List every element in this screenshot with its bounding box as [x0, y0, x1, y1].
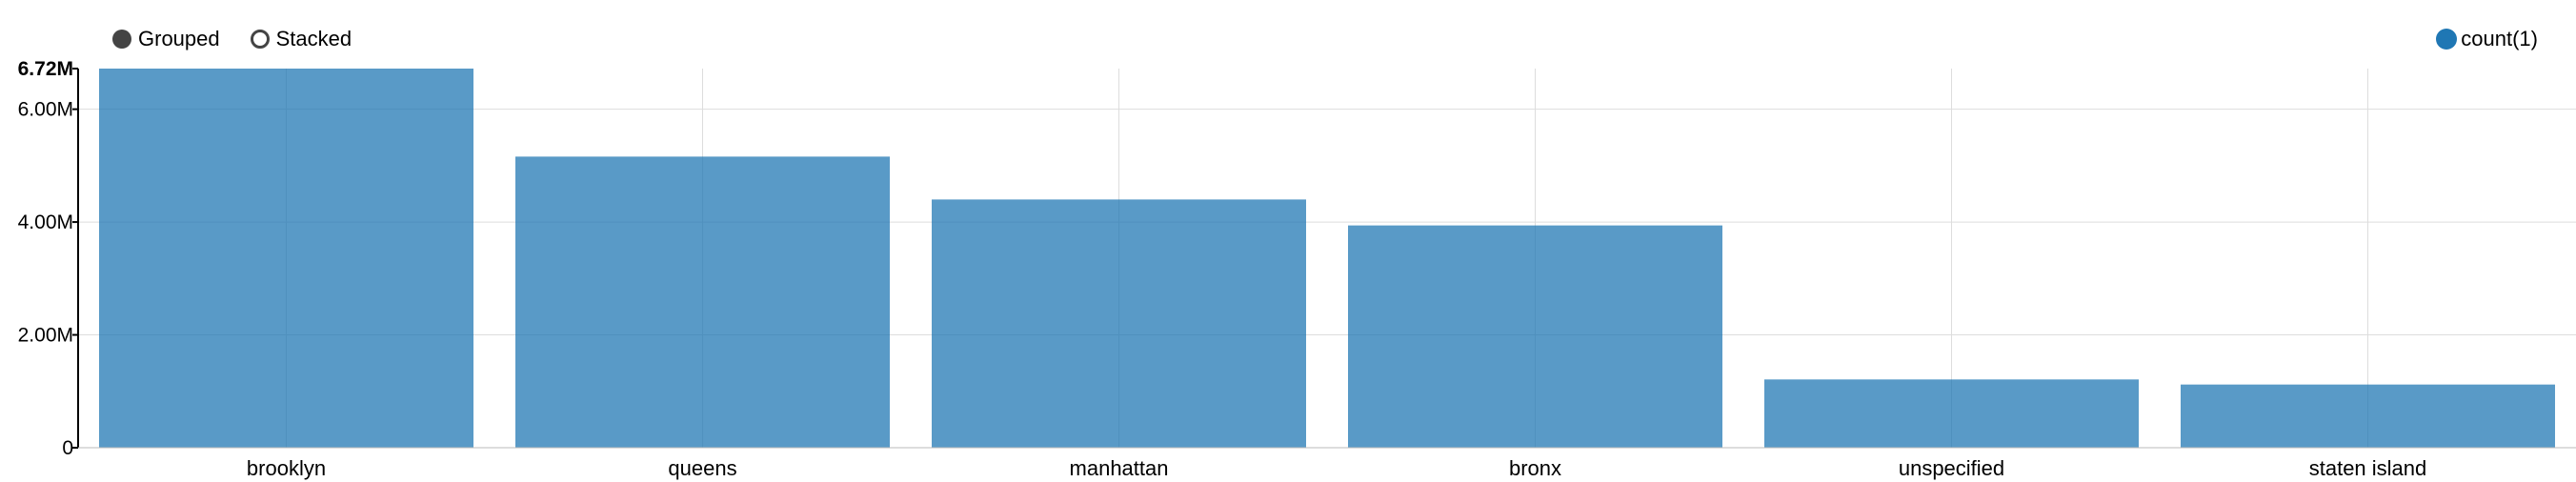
bar-mode-toggle: Grouped Stacked [112, 27, 382, 51]
legend-series-label[interactable]: count(1) [2461, 27, 2538, 50]
y-tick-label: 0 [62, 437, 73, 459]
bar-bronx[interactable] [1348, 225, 1722, 448]
legend-series-dot-icon[interactable] [2436, 29, 2458, 50]
x-tick-label: brooklyn [247, 456, 326, 480]
grouped-radio-icon[interactable] [112, 30, 131, 49]
bar-unspecified[interactable] [1764, 379, 2139, 448]
x-tick-label: staten island [2309, 456, 2427, 480]
bar-queens[interactable] [515, 156, 890, 448]
bar-staten-island[interactable] [2181, 384, 2555, 448]
y-tick-label: 4.00M [18, 211, 73, 233]
bar-brooklyn[interactable] [99, 69, 473, 448]
x-tick-label: queens [668, 456, 736, 480]
bar-manhattan[interactable] [932, 199, 1306, 448]
grouped-radio-option[interactable]: Grouped [112, 27, 220, 51]
x-tick-label: manhattan [1070, 456, 1169, 480]
x-tick-label: unspecified [1899, 456, 2004, 480]
y-tick-label: 2.00M [18, 325, 73, 347]
y-tick-label: 6.00M [18, 99, 73, 121]
stacked-radio-option[interactable]: Stacked [250, 27, 352, 51]
stacked-radio-label[interactable]: Stacked [275, 27, 352, 50]
x-tick-label: bronx [1509, 456, 1561, 480]
y-tick-label: 6.72M [18, 58, 73, 80]
stacked-radio-icon[interactable] [250, 30, 270, 49]
grouped-radio-label[interactable]: Grouped [138, 27, 220, 50]
chart-legend[interactable]: count(1) [2436, 27, 2538, 51]
